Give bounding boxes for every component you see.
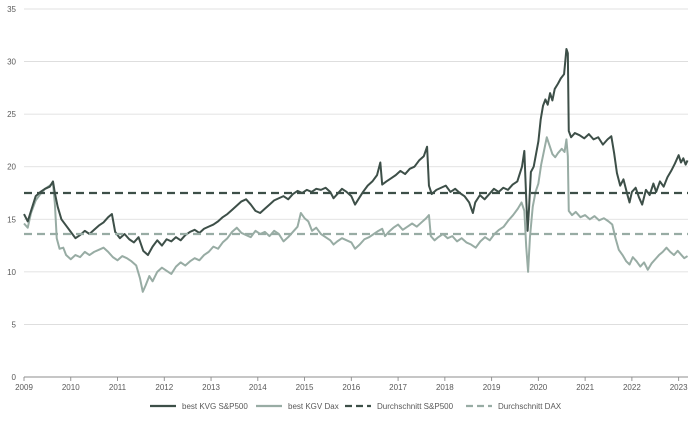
- x-tick-label: 2010: [62, 383, 80, 392]
- x-tick-label: 2023: [670, 383, 688, 392]
- x-tick-label: 2016: [342, 383, 360, 392]
- x-axis-ticks: 2009 2010 2011 2012 2013 2014 2015 2016 2017 2018…: [15, 377, 688, 392]
- y-tick-label: 20: [7, 163, 16, 172]
- x-tick-label: 2012: [155, 383, 173, 392]
- x-tick-label: 2014: [249, 383, 267, 392]
- x-tick-label: 2011: [109, 383, 127, 392]
- y-tick-label: 5: [12, 320, 17, 329]
- legend-item-best-kgv-dax: best KGV Dax: [256, 402, 339, 411]
- legend-label: Durchschnitt S&P500: [377, 402, 454, 411]
- series-lines: [23, 47, 689, 293]
- x-tick-label: 2013: [202, 383, 220, 392]
- y-tick-label: 25: [7, 110, 16, 119]
- legend-item-durchschnitt-dax: Durchschnitt DAX: [466, 402, 562, 411]
- legend: best KVG S&P500 best KGV Dax Durchschnitt …: [150, 402, 562, 411]
- legend-label: best KGV Dax: [288, 402, 339, 411]
- y-tick-label: 10: [7, 268, 16, 277]
- legend-item-durchschnitt-s-p500: Durchschnitt S&P500: [345, 402, 454, 411]
- legend-item-best-kvg-s-p500: best KVG S&P500: [150, 402, 248, 411]
- legend-label: Durchschnitt DAX: [498, 402, 562, 411]
- y-tick-label: 35: [7, 5, 16, 14]
- x-tick-label: 2015: [296, 383, 314, 392]
- y-tick-label: 0: [12, 373, 17, 382]
- grid-lines: [24, 8, 688, 325]
- x-tick-label: 2018: [436, 383, 454, 392]
- x-tick-label: 2019: [483, 383, 501, 392]
- y-tick-label: 15: [7, 215, 16, 224]
- series-line-best-kvg-s-p500: [23, 47, 689, 257]
- series-line-best-kgv-dax: [23, 136, 689, 293]
- x-tick-label: 2020: [529, 383, 547, 392]
- x-tick-label: 2017: [389, 383, 407, 392]
- legend-label: best KVG S&P500: [182, 402, 248, 411]
- x-tick-label: 2022: [623, 383, 641, 392]
- y-tick-label: 30: [7, 58, 16, 67]
- x-tick-label: 2021: [576, 383, 594, 392]
- x-tick-label: 2009: [15, 383, 33, 392]
- y-axis-ticks: 0 5 10 15 20 25 30 35: [7, 5, 16, 382]
